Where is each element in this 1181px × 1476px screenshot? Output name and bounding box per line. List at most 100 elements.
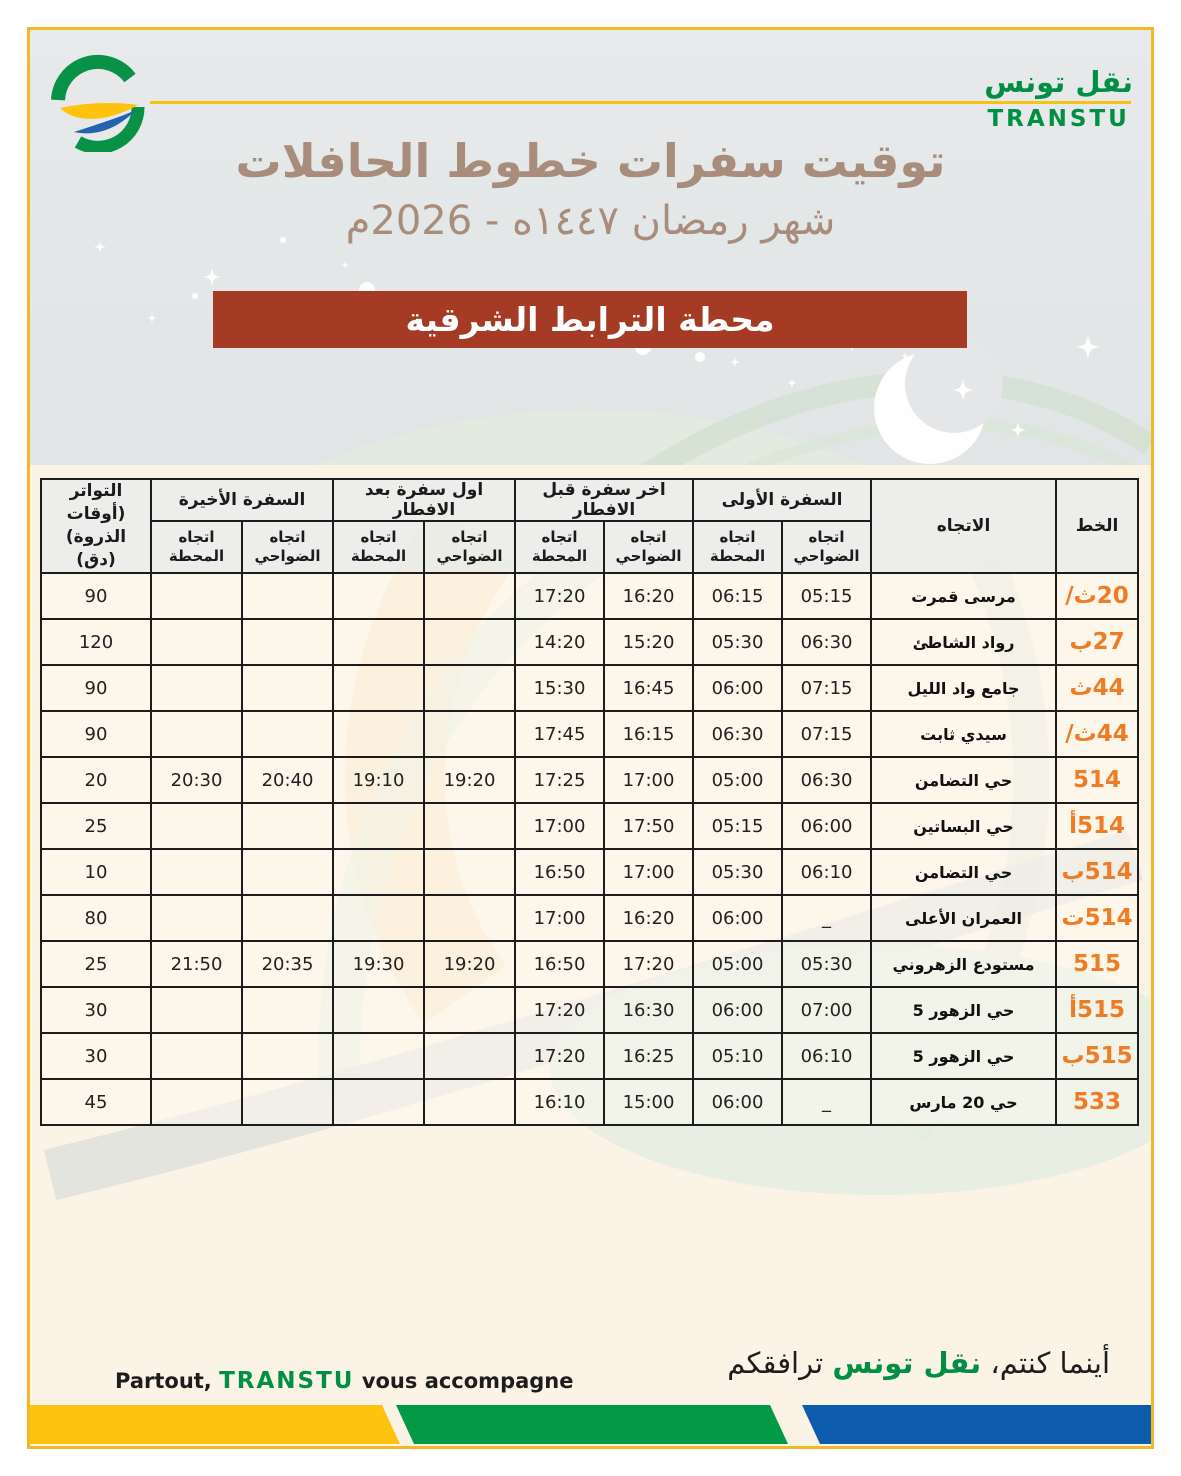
table-row: 44ث جامع واد الليل 07:15 06:00 16:45 15:30 90 bbox=[40, 664, 1140, 712]
time-cell bbox=[423, 664, 516, 712]
time-cell: 07:15 bbox=[781, 664, 873, 712]
time-cell: 17:25 bbox=[513, 756, 606, 804]
page-subtitle: شهر رمضان ١٤٤٧ه - 2026م bbox=[345, 198, 836, 244]
line-cell: 27ب bbox=[1055, 618, 1140, 666]
time-cell: 16:45 bbox=[603, 664, 695, 712]
time-cell bbox=[423, 710, 516, 758]
time-cell: 16:15 bbox=[603, 710, 695, 758]
footer-ar-brand: نقل تونس bbox=[832, 1346, 982, 1380]
time-cell: 06:10 bbox=[781, 848, 873, 896]
time-cell bbox=[241, 664, 334, 712]
frequency-cell: 90 bbox=[40, 572, 152, 620]
time-cell: 17:00 bbox=[513, 802, 606, 850]
time-cell bbox=[332, 894, 425, 942]
time-cell: 06:00 bbox=[781, 802, 873, 850]
time-cell bbox=[423, 848, 516, 896]
frequency-cell: 20 bbox=[40, 756, 152, 804]
stripe-yellow-segment bbox=[30, 1405, 400, 1444]
subcol-to-suburbs: اتجاه الضواحي bbox=[781, 520, 873, 574]
time-cell bbox=[150, 1032, 243, 1080]
footer-fr-brand: TRANSTU bbox=[219, 1368, 355, 1394]
time-cell bbox=[150, 710, 243, 758]
page-title: توقيت سفرات خطوط الحافلات bbox=[235, 134, 946, 188]
time-cell bbox=[150, 986, 243, 1034]
subcol-to-station: اتجاه المحطة bbox=[692, 520, 784, 574]
time-cell bbox=[241, 894, 334, 942]
footer-fr-suffix: vous accompagne bbox=[361, 1369, 574, 1393]
subcol-to-suburbs: اتجاه الضواحي bbox=[603, 520, 695, 574]
line-cell: 514 bbox=[1055, 756, 1140, 804]
frequency-cell: 90 bbox=[40, 710, 152, 758]
destination-cell: حي 20 مارس bbox=[870, 1078, 1058, 1126]
brand-block: نقل تونس TRANSTU bbox=[984, 68, 1133, 131]
line-cell: 514ت bbox=[1055, 894, 1140, 942]
time-cell bbox=[241, 572, 334, 620]
destination-cell: حي التضامن bbox=[870, 756, 1058, 804]
time-cell bbox=[241, 710, 334, 758]
table-row: 515 مستودع الزهروني 05:30 05:00 17:20 16:50 19… bbox=[40, 940, 1140, 988]
subcol-to-station: اتجاه المحطة bbox=[332, 520, 425, 574]
timetable-header: الخط الاتجاه السفرة الأولى اخر سفرة قبل … bbox=[40, 478, 1140, 574]
line-cell: 514أ bbox=[1055, 802, 1140, 850]
time-cell: _ bbox=[781, 1078, 873, 1126]
time-cell: 05:00 bbox=[692, 940, 784, 988]
time-cell bbox=[241, 986, 334, 1034]
time-cell: 06:30 bbox=[781, 756, 873, 804]
table-row: 27ب رواد الشاطئ 06:30 05:30 15:20 14:20 120 bbox=[40, 618, 1140, 666]
footer-ar-prefix: أينما كنتم، bbox=[990, 1346, 1110, 1380]
time-cell: 16:20 bbox=[603, 572, 695, 620]
time-cell: 15:00 bbox=[603, 1078, 695, 1126]
brand-name-latin: TRANSTU bbox=[987, 106, 1130, 132]
time-cell bbox=[423, 802, 516, 850]
time-cell bbox=[241, 848, 334, 896]
line-cell: 533 bbox=[1055, 1078, 1140, 1126]
station-banner-label: محطة الترابط الشرقية bbox=[405, 300, 775, 339]
time-cell: 17:20 bbox=[513, 572, 606, 620]
line-cell: 44ث bbox=[1055, 664, 1140, 712]
destination-cell: مستودع الزهروني bbox=[870, 940, 1058, 988]
time-cell: 19:20 bbox=[423, 756, 516, 804]
time-cell bbox=[150, 618, 243, 666]
time-cell: 19:20 bbox=[423, 940, 516, 988]
time-cell bbox=[150, 1078, 243, 1126]
table-row: 20ث/مرسى قمرت 05:15 06:15 16:20 17:20 90 bbox=[40, 572, 1140, 620]
time-cell: 06:00 bbox=[692, 894, 784, 942]
bottom-stripe bbox=[30, 1405, 1151, 1444]
destination-cell: جامع واد الليل bbox=[870, 664, 1058, 712]
time-cell bbox=[332, 802, 425, 850]
time-cell: 06:30 bbox=[781, 618, 873, 666]
frequency-cell: 25 bbox=[40, 802, 152, 850]
destination-cell: حي البساتين bbox=[870, 802, 1058, 850]
transtu-logo-icon bbox=[51, 54, 145, 152]
frequency-cell: 90 bbox=[40, 664, 152, 712]
time-cell: 17:20 bbox=[513, 1032, 606, 1080]
time-cell: 06:15 bbox=[692, 572, 784, 620]
time-cell bbox=[423, 1032, 516, 1080]
time-cell: 15:30 bbox=[513, 664, 606, 712]
frequency-cell: 10 bbox=[40, 848, 152, 896]
time-cell: 17:45 bbox=[513, 710, 606, 758]
time-cell: 06:00 bbox=[692, 664, 784, 712]
time-cell bbox=[241, 1078, 334, 1126]
time-cell bbox=[332, 986, 425, 1034]
time-cell: 05:00 bbox=[692, 756, 784, 804]
destination-cell: حي الزهور 5 bbox=[870, 1032, 1058, 1080]
line-cell: 515أ bbox=[1055, 986, 1140, 1034]
time-cell: 20:30 bbox=[150, 756, 243, 804]
time-cell bbox=[241, 618, 334, 666]
time-cell: 07:15 bbox=[781, 710, 873, 758]
table-row: 515أ حي الزهور 5 07:00 06:00 16:30 17:20 30 bbox=[40, 986, 1140, 1034]
line-cell: 20ث/ bbox=[1055, 572, 1140, 620]
destination-cell: مرسى قمرت bbox=[870, 572, 1058, 620]
frequency-cell: 25 bbox=[40, 940, 152, 988]
line-cell: 44ث/ bbox=[1055, 710, 1140, 758]
subcol-to-station: اتجاه المحطة bbox=[513, 520, 606, 574]
time-cell bbox=[423, 894, 516, 942]
time-cell: 06:30 bbox=[692, 710, 784, 758]
time-cell bbox=[150, 664, 243, 712]
brand-rule bbox=[150, 101, 1131, 104]
subcol-to-suburbs: اتجاه الضواحي bbox=[241, 520, 334, 574]
time-cell bbox=[423, 1078, 516, 1126]
time-cell: 06:00 bbox=[692, 986, 784, 1034]
crescent-moon-icon bbox=[874, 335, 1003, 464]
